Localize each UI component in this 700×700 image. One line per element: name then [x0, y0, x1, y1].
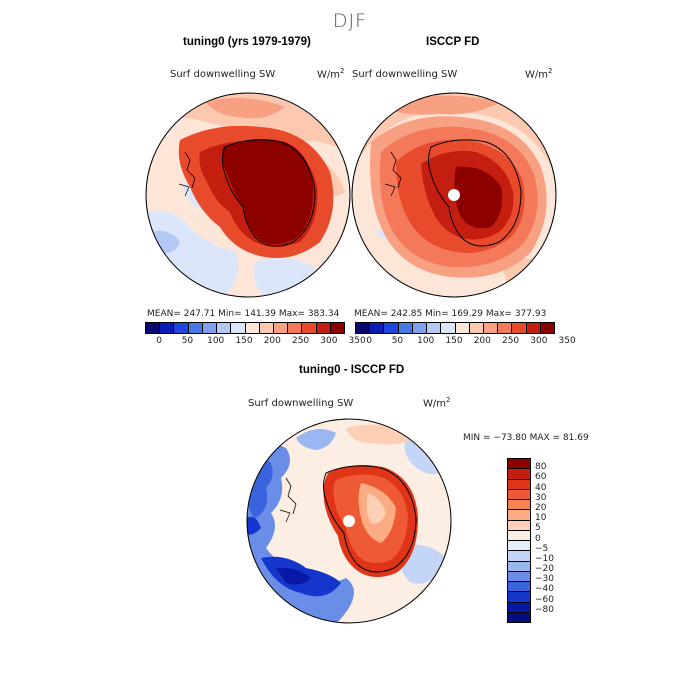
colorbar-swatch	[508, 541, 530, 552]
colorbar-swatch	[174, 323, 189, 333]
colorbar-swatch	[512, 323, 527, 333]
colorbar-diff	[507, 458, 531, 623]
colorbar-tick-label: 100	[417, 336, 435, 346]
colorbar-swatch	[508, 489, 530, 500]
colorbar-tick-label: 50	[181, 336, 194, 346]
diff-title: tuning0 - ISCCP FD	[299, 364, 405, 376]
season-title: DJF	[332, 10, 368, 32]
colorbar-tick-label: 150	[235, 336, 253, 346]
variable-label-obs: Surf downwelling SW	[352, 69, 458, 80]
colorbar-tick-label: 250	[291, 336, 310, 346]
colorbar-tick-label: −20	[535, 564, 554, 575]
south-pole-mask	[448, 189, 460, 201]
colorbar-swatch	[540, 323, 555, 333]
stats-obs: MEAN= 242.85 Min= 169.29 Max= 377.93	[354, 309, 547, 319]
colorbar-swatch	[441, 323, 456, 333]
colorbar-tick-label: 50	[391, 336, 404, 346]
colorbar-swatch	[498, 323, 513, 333]
colorbar-swatch	[508, 571, 530, 582]
colorbar-swatch	[412, 323, 428, 333]
diff-min-max: MIN = −73.80 MAX = 81.69	[463, 433, 589, 443]
colorbar-swatch	[508, 530, 530, 541]
colorbar-tick-label: −40	[535, 584, 554, 595]
diff-variable-label: Surf downwelling SW	[248, 398, 354, 409]
colorbar-obs	[355, 322, 555, 334]
colorbar-tick-label: 350	[558, 336, 576, 346]
polar-map-model	[145, 92, 351, 298]
variable-label-model: Surf downwelling SW	[170, 69, 276, 80]
colorbar-tick-label: 250	[501, 336, 520, 346]
colorbar-swatch	[330, 323, 345, 333]
polar-map-diff	[246, 418, 452, 624]
colorbar-tick-label: −10	[535, 553, 554, 564]
colorbar-swatch	[508, 510, 530, 521]
panel-title-model: tuning0 (yrs 1979-1979)	[183, 36, 311, 48]
colorbar-swatch	[508, 479, 530, 490]
colorbar-swatch	[469, 323, 484, 333]
colorbar-swatch	[508, 612, 530, 622]
colorbar-swatch	[508, 582, 530, 593]
colorbar-tick-label: 0	[156, 336, 163, 346]
colorbar-tick-label: 100	[207, 336, 225, 346]
colorbar-swatch	[508, 469, 530, 480]
colorbar-swatch	[508, 592, 530, 603]
colorbar-tick-label: −80	[535, 604, 554, 615]
colorbar-swatch	[356, 323, 371, 333]
colorbar-swatch	[508, 602, 530, 613]
colorbar-tick-label: −60	[535, 594, 554, 605]
colorbar-tick-label: 300	[320, 336, 338, 346]
polar-map-obs	[351, 92, 557, 298]
colorbar-swatch	[217, 323, 232, 333]
units-label-model: W/m2	[317, 67, 345, 81]
colorbar-swatch	[259, 323, 274, 333]
south-pole-mask	[343, 515, 355, 527]
colorbar-tick-label: 0	[366, 336, 373, 346]
colorbar-swatch	[370, 323, 385, 333]
colorbar-swatch	[316, 323, 331, 333]
diff-units-label: W/m2	[423, 396, 451, 410]
colorbar-swatch	[508, 561, 530, 572]
colorbar-tick-label: 80	[535, 462, 547, 473]
colorbar-swatch	[508, 551, 530, 562]
colorbar-tick-label: 30	[535, 492, 547, 503]
colorbar-swatch	[483, 323, 499, 333]
colorbar-swatch	[398, 323, 413, 333]
colorbar-swatch	[508, 459, 530, 470]
colorbar-tick-label: 350	[348, 336, 366, 346]
colorbar-swatch	[273, 323, 289, 333]
stats-model: MEAN= 247.71 Min= 141.39 Max= 383.34	[147, 309, 340, 319]
colorbar-swatch	[245, 323, 260, 333]
colorbar-tick-label: 10	[535, 513, 547, 524]
colorbar-tick-label: 40	[535, 482, 547, 493]
colorbar-tick-label: −30	[535, 574, 554, 585]
units-label-obs: W/m2	[525, 67, 553, 81]
colorbar-tick-label: 60	[535, 472, 547, 483]
colorbar-tick-label: 0	[535, 533, 541, 544]
colorbar-swatch	[231, 323, 246, 333]
colorbar-swatch	[146, 323, 161, 333]
colorbar-tick-label: 5	[535, 523, 541, 534]
colorbar-swatch	[427, 323, 442, 333]
colorbar-model	[145, 322, 345, 334]
colorbar-swatch	[288, 323, 303, 333]
colorbar-tick-label: 300	[530, 336, 548, 346]
colorbar-tick-label: 20	[535, 502, 547, 513]
colorbar-swatch	[202, 323, 218, 333]
colorbar-swatch	[508, 500, 530, 511]
colorbar-swatch	[384, 323, 399, 333]
colorbar-swatch	[508, 520, 530, 531]
colorbar-swatch	[188, 323, 203, 333]
colorbar-tick-label: 200	[473, 336, 491, 346]
colorbar-tick-label: 150	[445, 336, 463, 346]
panel-title-obs: ISCCP FD	[426, 36, 480, 48]
colorbar-swatch	[526, 323, 541, 333]
colorbar-tick-label: −5	[535, 543, 549, 554]
colorbar-swatch	[302, 323, 317, 333]
colorbar-swatch	[160, 323, 175, 333]
colorbar-swatch	[455, 323, 470, 333]
colorbar-tick-label: 200	[263, 336, 281, 346]
